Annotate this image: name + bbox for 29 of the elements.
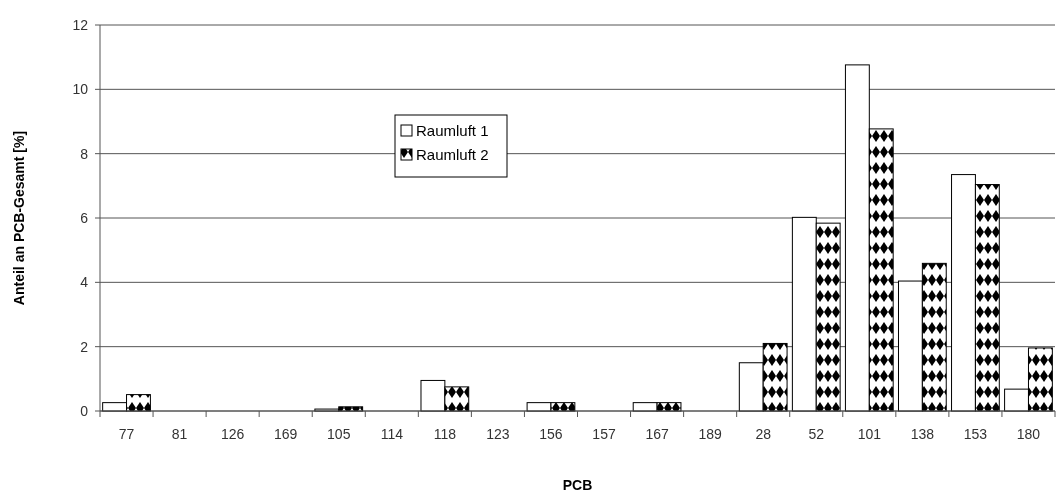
x-tick-label: 28 <box>755 426 772 442</box>
x-tick-label: 167 <box>645 426 669 442</box>
x-tick-label: 169 <box>274 426 298 442</box>
x-tick-label: 138 <box>910 426 935 442</box>
y-tick-label: 0 <box>80 402 89 419</box>
x-tick-label: 105 <box>327 426 351 442</box>
x-tick-label: 77 <box>118 426 135 442</box>
x-tick-label: 126 <box>220 426 245 442</box>
x-axis-title: PCB <box>562 477 593 493</box>
x-tick-label: 156 <box>539 426 563 442</box>
x-tick-label: 153 <box>963 426 988 442</box>
legend-label: Raumluft 2 <box>416 146 489 164</box>
y-tick-label: 10 <box>72 81 89 98</box>
x-tick-label: 52 <box>808 426 825 442</box>
x-tick-label: 157 <box>592 426 616 442</box>
x-tick-label: 180 <box>1016 426 1041 442</box>
x-tick-label: 114 <box>380 426 404 442</box>
y-tick-label: 4 <box>80 274 89 291</box>
x-tick-label: 189 <box>698 426 723 442</box>
y-tick-label: 2 <box>80 338 89 355</box>
y-tick-label: 8 <box>80 145 89 162</box>
y-axis-title: Anteil an PCB-Gesamt [%] <box>11 130 27 306</box>
x-tick-label: 118 <box>433 426 457 442</box>
x-tick-label: 101 <box>857 426 882 442</box>
y-tick-label: 6 <box>80 209 89 226</box>
x-tick-label: 123 <box>486 426 510 442</box>
x-tick-label: 81 <box>171 426 188 442</box>
legend-label: Raumluft 1 <box>416 122 489 140</box>
y-tick-label: 12 <box>72 16 89 33</box>
